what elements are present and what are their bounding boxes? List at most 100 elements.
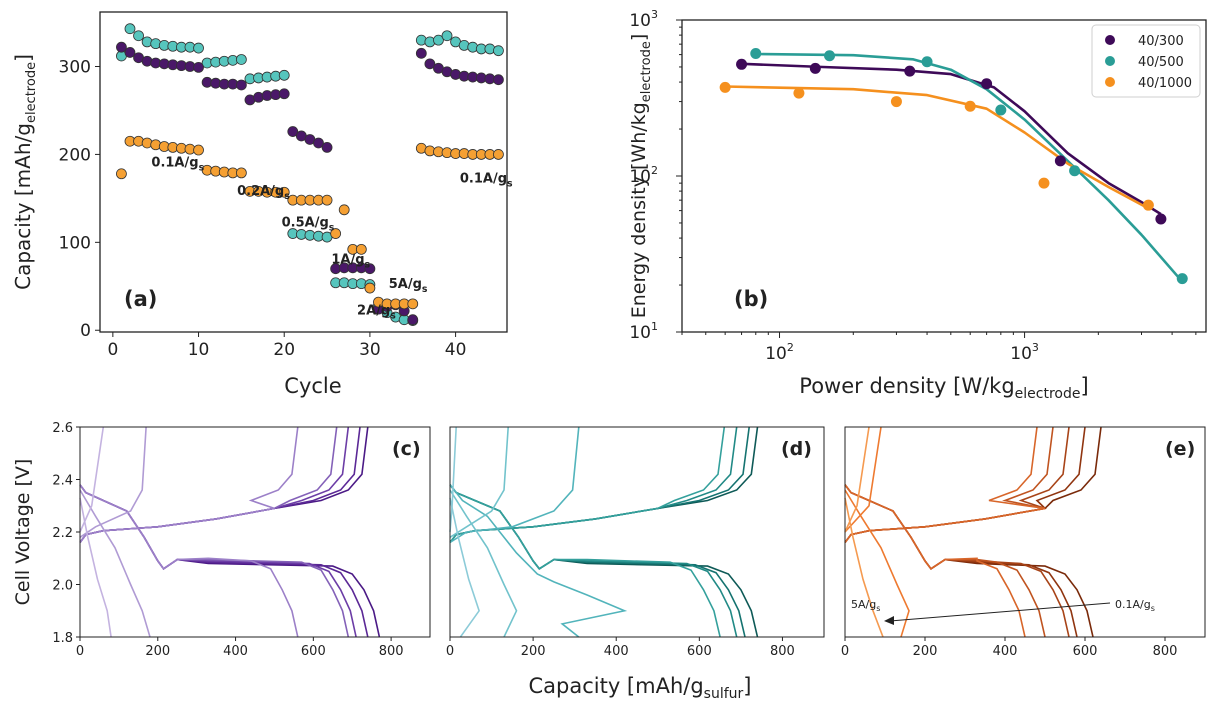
panel-label: (b) xyxy=(734,287,768,311)
x-tick-label: 102 xyxy=(765,341,794,364)
axis-ticks: 102 103 101 102 103 xyxy=(629,8,1197,364)
data-point xyxy=(824,50,836,62)
data-points xyxy=(719,47,1188,285)
data-point xyxy=(964,100,976,112)
charge-curve xyxy=(449,426,726,543)
data-point xyxy=(133,30,144,42)
charge-curve xyxy=(449,426,509,538)
shared-x-axis-label: Capacity [mAh/gsulfur] xyxy=(528,674,751,701)
charge-curve xyxy=(79,426,338,543)
data-point xyxy=(750,47,762,59)
discharge-curve xyxy=(79,489,151,638)
y-tick-label: 2.0 xyxy=(52,579,73,594)
x-tick-label: 400 xyxy=(223,644,248,659)
rate-label: 0.1A/gs xyxy=(460,172,513,190)
panel-e: 0 200 400 600 800 (e) 5A/gs 0.1A/gs xyxy=(841,426,1206,659)
data-point xyxy=(1038,177,1050,189)
legend-label: 40/500 xyxy=(1138,55,1184,70)
data-point xyxy=(193,144,204,156)
panel-label: (a) xyxy=(124,287,157,311)
discharge-curve xyxy=(449,497,480,638)
charge-curve xyxy=(449,426,738,543)
data-point xyxy=(890,96,902,108)
y-tick-label: 2.2 xyxy=(52,526,73,541)
annotation-label: 0.1A/gs xyxy=(1115,598,1155,613)
rate-label: 0.1A/gs xyxy=(151,156,204,174)
fit-line xyxy=(738,62,1162,216)
data-point xyxy=(493,149,504,160)
fit-line xyxy=(753,52,1184,283)
x-tick-label: 400 xyxy=(993,644,1018,659)
plot-frame xyxy=(79,426,431,638)
x-tick-label: 200 xyxy=(913,644,938,659)
annotation-label: 5A/gs xyxy=(851,598,880,613)
y-tick-label: 200 xyxy=(59,145,91,165)
rate-label: 0.5A/gs xyxy=(282,216,335,234)
data-point xyxy=(921,56,933,68)
x-axis-label: Cycle xyxy=(284,374,341,398)
data-points xyxy=(116,23,504,326)
y-tick-label: 300 xyxy=(59,58,91,78)
y-tick-label: 0 xyxy=(80,321,91,341)
x-tick-label: 600 xyxy=(301,644,326,659)
annotation-arrow xyxy=(889,602,1111,622)
data-point xyxy=(441,30,453,42)
data-point xyxy=(904,65,916,77)
data-point xyxy=(1054,155,1066,167)
data-point xyxy=(433,34,444,46)
discharge-curve xyxy=(844,497,884,638)
x-tick-label: 40 xyxy=(445,340,467,360)
data-point xyxy=(313,137,324,149)
legend-marker xyxy=(1105,35,1115,45)
data-point xyxy=(287,126,299,137)
y-tick-label: 2.6 xyxy=(52,421,73,436)
legend-marker xyxy=(1105,77,1115,87)
x-tick-label: 600 xyxy=(1073,644,1098,659)
panel-label: (d) xyxy=(781,438,812,460)
charge-curve xyxy=(844,426,882,533)
x-tick-label: 600 xyxy=(687,644,712,659)
data-point xyxy=(338,204,350,216)
fit-lines xyxy=(725,52,1184,283)
data-point xyxy=(355,243,367,255)
panel-b: 102 103 101 102 103 (b) Power density [W/kge… xyxy=(628,8,1207,402)
axis-ticks: 0 200 400 600 800 xyxy=(841,637,1178,659)
voltage-curves xyxy=(844,426,1102,638)
data-point xyxy=(235,167,247,179)
voltage-curves xyxy=(449,426,759,638)
panel-label: (c) xyxy=(392,438,421,460)
discharge-curve xyxy=(449,489,518,638)
rate-label: 1A/gs xyxy=(331,252,370,270)
y-tick-label: 1.8 xyxy=(52,631,73,646)
x-tick-label: 0 xyxy=(446,644,454,659)
x-tick-label: 800 xyxy=(379,644,404,659)
x-tick-label: 800 xyxy=(1153,644,1178,659)
y-axis-label: Capacity [mAh/gelectrode] xyxy=(11,54,39,290)
data-point xyxy=(981,78,993,90)
data-point xyxy=(793,87,805,99)
charge-curve xyxy=(79,426,147,538)
discharge-curve xyxy=(449,484,721,638)
data-point xyxy=(364,263,376,275)
data-point xyxy=(321,194,333,206)
arrow-head xyxy=(884,616,894,625)
x-tick-label: 0 xyxy=(841,644,849,659)
charge-curve xyxy=(844,426,1046,543)
charge-curve xyxy=(79,426,361,543)
x-tick-label: 200 xyxy=(145,644,170,659)
x-tick-label: 10 xyxy=(188,340,210,360)
x-tick-label: 800 xyxy=(770,644,795,659)
data-point xyxy=(407,298,419,310)
data-point xyxy=(116,41,127,53)
data-point xyxy=(330,228,342,239)
y-tick-label: 2.4 xyxy=(52,474,73,489)
data-point xyxy=(415,47,427,59)
discharge-curve xyxy=(844,484,1026,638)
data-point xyxy=(124,47,136,58)
x-tick-label: 20 xyxy=(273,340,295,360)
data-point xyxy=(1069,165,1081,177)
plot-frame xyxy=(844,426,1206,638)
data-point xyxy=(736,58,748,70)
data-point xyxy=(493,74,504,86)
